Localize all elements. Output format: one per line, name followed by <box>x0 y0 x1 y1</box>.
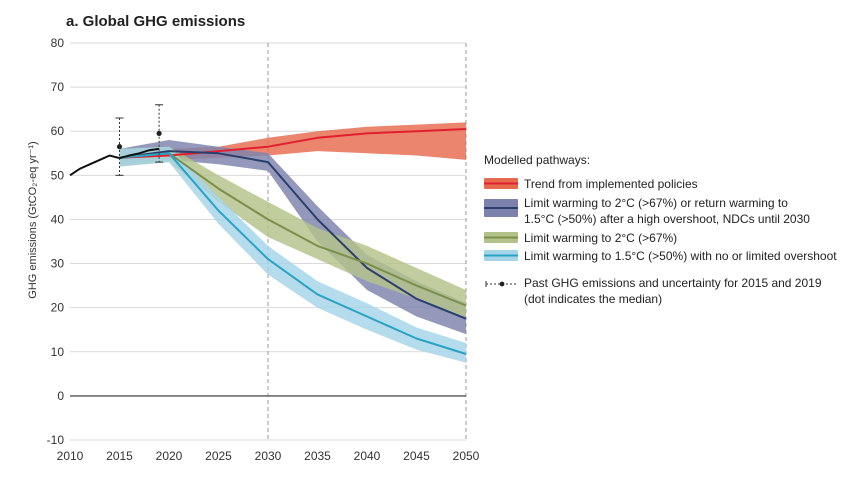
y-tick-label: 60 <box>51 124 65 138</box>
y-axis-ticks: -10 0 10 20 30 40 50 60 70 80 <box>47 36 65 447</box>
uncertainty-bands <box>119 122 466 363</box>
x-tick-label: 2045 <box>403 449 430 463</box>
legend-label-past: (dot indicates the median) <box>524 292 662 306</box>
median-dot-2019 <box>156 130 162 137</box>
y-tick-label: 40 <box>51 212 65 226</box>
legend-label-past: Past GHG emissions and uncertainty for 2… <box>524 276 822 290</box>
legend-label-c1: Limit warming to 1.5°C (>50%) with no or… <box>524 249 837 263</box>
y-tick-label: 70 <box>51 80 65 94</box>
x-tick-label: 2015 <box>106 449 133 463</box>
historical-line <box>69 147 160 177</box>
x-axis-ticks: 2010 2015 2020 2025 2030 2035 2040 2045 2050 <box>57 449 480 463</box>
x-tick-label: 2035 <box>304 449 331 463</box>
legend-label-policies: Trend from implemented policies <box>524 177 698 191</box>
legend-title: Modelled pathways: <box>484 153 590 167</box>
y-tick-label: 50 <box>51 168 65 182</box>
legend: Modelled pathways: Trend from implemente… <box>484 153 837 306</box>
y-tick-label: 80 <box>51 36 65 50</box>
line-policies <box>119 128 467 159</box>
x-tick-label: 2010 <box>57 449 84 463</box>
median-dot-2015 <box>116 144 123 150</box>
median-lines <box>119 128 467 355</box>
x-tick-label: 2020 <box>156 449 183 463</box>
legend-label-c3_overshoot: Limit warming to 2°C (>67%) or return wa… <box>524 196 788 210</box>
x-tick-label: 2040 <box>354 449 381 463</box>
x-tick-label: 2025 <box>205 449 232 463</box>
legend-label-c3: Limit warming to 2°C (>67%) <box>524 231 677 245</box>
historical-emissions <box>69 147 160 177</box>
legend-dot-past <box>499 281 505 287</box>
legend-label-c3_overshoot: 1.5°C (>50%) after a high overshoot, NDC… <box>524 212 810 226</box>
line-c3 <box>119 152 467 307</box>
chart-title: a. Global GHG emissions <box>66 13 245 30</box>
line-c1 <box>119 152 467 355</box>
reference-lines <box>70 43 467 440</box>
x-tick-label: 2030 <box>255 449 282 463</box>
past-uncertainty-bars <box>115 104 164 176</box>
line-c3_overshoot <box>119 150 467 320</box>
y-tick-label: -10 <box>47 433 65 447</box>
y-tick-label: 10 <box>51 345 65 359</box>
x-tick-label: 2050 <box>453 449 480 463</box>
y-tick-label: 20 <box>51 301 65 315</box>
y-axis-label: GHG emissions (GtCO₂-eq yr⁻¹) <box>27 141 39 298</box>
y-tick-label: 30 <box>51 257 65 271</box>
band-c1 <box>119 146 466 363</box>
y-tick-label: 0 <box>57 389 64 403</box>
